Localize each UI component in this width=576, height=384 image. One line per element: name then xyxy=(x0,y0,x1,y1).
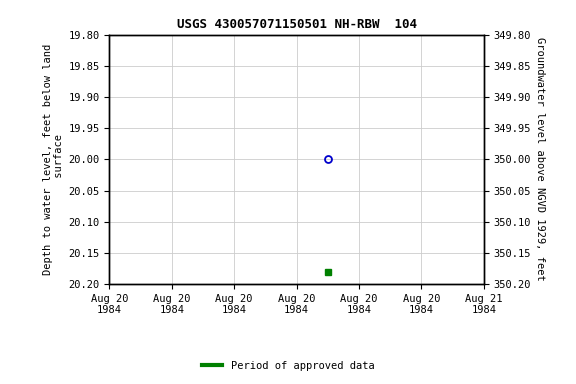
Y-axis label: Groundwater level above NGVD 1929, feet: Groundwater level above NGVD 1929, feet xyxy=(535,38,545,281)
Y-axis label: Depth to water level, feet below land
 surface: Depth to water level, feet below land su… xyxy=(43,44,65,275)
Title: USGS 430057071150501 NH-RBW  104: USGS 430057071150501 NH-RBW 104 xyxy=(177,18,416,31)
Legend: Period of approved data: Period of approved data xyxy=(198,357,378,375)
